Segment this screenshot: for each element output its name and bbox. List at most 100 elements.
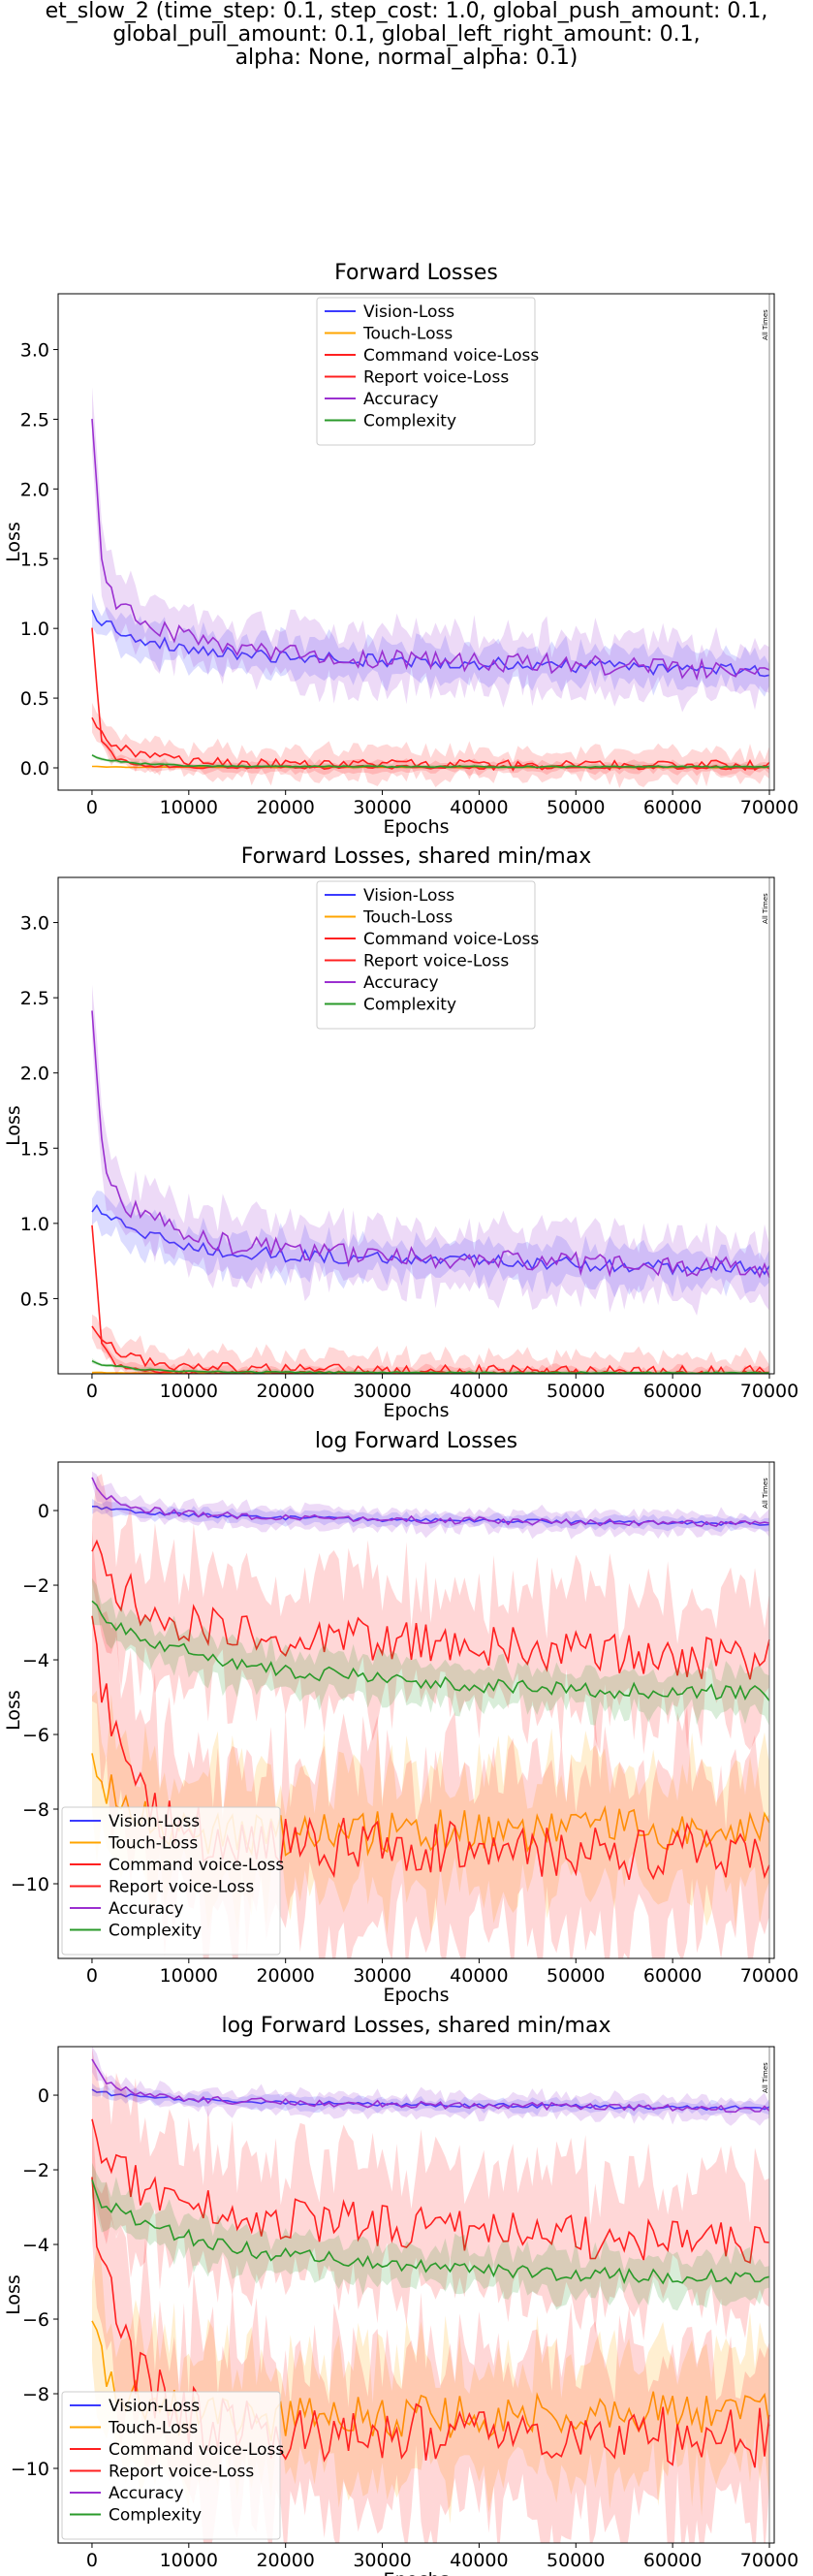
figure-title: et_slow_2 (time_step: 0.1, step_cost: 1.… [0,0,813,70]
series-band-command-voice-loss [92,2048,769,2340]
x-tick-label: 0 [86,2550,98,2571]
series-band-vision-loss [92,592,769,697]
plot-area [91,984,770,1374]
marker-label: All Times [762,309,769,340]
series-band-command-voice-loss [92,1474,769,1755]
series-line-complexity [91,754,770,769]
series-band-accuracy [92,2047,769,2126]
series-band-accuracy [92,1471,769,1540]
y-tick-label: 1.0 [20,619,49,640]
chart-panel-forward-losses-shared: Forward Losses, shared min/max All Times 0… [0,844,813,1421]
y-tick-label: −10 [11,1874,49,1895]
x-tick-label: 10000 [160,797,218,818]
axes-frame [57,293,775,791]
series-line-command-voice-loss [91,2118,770,2264]
x-tick-label: 20000 [256,2550,314,2571]
x-tick-label: 60000 [643,2550,702,2571]
series-band-command-voice-loss [92,1314,769,1374]
x-tick-label: 70000 [740,797,798,818]
axes-frame [57,876,775,1375]
y-tick-label: 1.5 [20,1138,49,1160]
series-line-complexity [91,2179,770,2285]
y-tick-label: 2.0 [20,479,49,500]
chart-title: log Forward Losses [315,1429,517,1453]
series-line-accuracy [91,1010,770,1279]
legend-label-vision-loss: Vision-Loss [109,1812,200,1831]
series-line-complexity [91,1359,770,1374]
x-tick-label: 40000 [450,1965,508,1987]
x-tick-label: 20000 [256,797,314,818]
series-line-accuracy [91,419,770,682]
x-axis-label: Epochs [383,1400,449,1421]
legend-box [316,297,536,446]
x-tick-label: 10000 [160,2550,218,2571]
y-tick-label: 0 [38,1501,49,1522]
y-tick-label: −10 [11,2459,49,2480]
legend-label-accuracy: Accuracy [363,390,439,409]
x-tick-label: 40000 [450,2550,508,2571]
x-tick-label: 50000 [547,2550,605,2571]
x-tick-label: 30000 [353,1381,411,1402]
y-tick-label: −6 [22,2309,49,2331]
y-tick-label: 2.5 [20,988,49,1009]
legend-label-accuracy: Accuracy [109,2484,184,2503]
x-tick-label: 10000 [160,1381,218,1402]
x-tick-label: 70000 [740,1381,798,1402]
y-tick-label: −8 [22,1799,49,1821]
series-line-complexity [91,1600,770,1701]
series-band-command-voice-loss [92,702,769,788]
chart-panel-log-forward-losses-shared: log Forward Losses, shared min/max All Ti… [0,2014,813,2576]
x-axis-label: Epochs [383,2569,449,2576]
y-tick-label: 2.5 [20,409,49,430]
legend-label-touch-loss: Touch-Loss [362,908,453,928]
legend-label-accuracy: Accuracy [363,973,439,993]
legend-label-vision-loss: Vision-Loss [363,886,454,906]
x-tick-label: 20000 [256,1965,314,1987]
x-tick-label: 20000 [256,1381,314,1402]
series-band-accuracy [92,387,769,713]
x-tick-label: 60000 [643,797,702,818]
y-tick-label: −4 [22,1650,49,1671]
y-tick-label: 0.0 [20,758,49,779]
x-tick-label: 0 [86,797,98,818]
x-tick-label: 40000 [450,1381,508,1402]
marker-label: All Times [762,2062,769,2093]
axes-frame [57,2046,775,2544]
chart-forward-losses: Forward Losses All Times 0 10000 20000 30000 4… [3,261,798,838]
legend-label-complexity: Complexity [109,1922,202,1941]
x-tick-label: 70000 [740,1965,798,1987]
figure-title-line-1: et_slow_2 (time_step: 0.1, step_cost: 1.… [45,0,768,23]
series-band-vision-loss [92,1498,769,1533]
y-tick-label: −4 [22,2235,49,2256]
legend-label-touch-loss: Touch-Loss [108,1834,198,1854]
legend-label-accuracy: Accuracy [109,1899,184,1919]
x-tick-label: 60000 [643,1381,702,1402]
legend-box [61,2391,281,2540]
chart-title: Forward Losses, shared min/max [241,844,591,869]
legend-label-report-voice-loss: Report voice-Loss [109,2463,254,2482]
x-tick-label: 50000 [547,797,605,818]
y-tick-label: 1.0 [20,1214,49,1235]
x-tick-label: 70000 [740,2550,798,2571]
chart-panel-forward-losses: Forward Losses All Times 0 10000 20000 30000 4… [0,261,813,838]
y-tick-label: −6 [22,1725,49,1746]
y-tick-label: 1.5 [20,549,49,570]
series-band-vision-loss [92,2083,769,2116]
legend: Vision-Loss Touch-Loss Command voice-Loss R… [61,1806,284,1956]
marker-label: All Times [762,893,769,924]
series-line-vision-loss [91,1203,770,1276]
legend-box [316,880,536,1030]
series-line-accuracy [91,2058,770,2114]
legend-box [61,1806,281,1956]
legend-label-command-voice-loss: Command voice-Loss [363,930,539,949]
legend-label-vision-loss: Vision-Loss [109,2397,200,2416]
legend-label-touch-loss: Touch-Loss [362,325,453,344]
legend-label-command-voice-loss: Command voice-Loss [109,1856,284,1875]
legend-label-command-voice-loss: Command voice-Loss [109,2440,284,2460]
y-tick-label: 0.5 [20,688,49,710]
x-tick-label: 60000 [643,1965,702,1987]
legend-label-report-voice-loss: Report voice-Loss [109,1878,254,1897]
